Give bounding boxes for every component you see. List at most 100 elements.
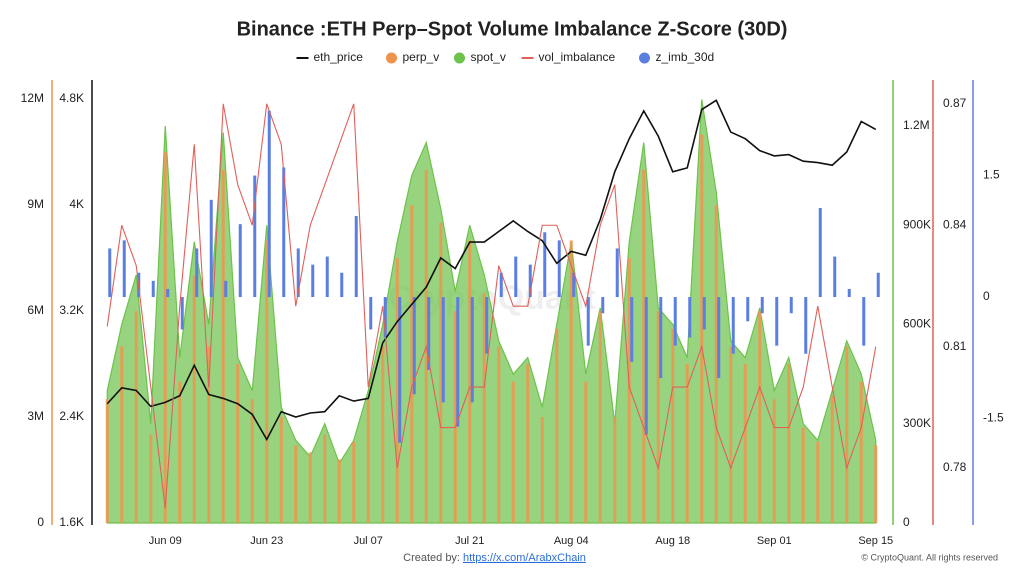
- footer-link[interactable]: https://x.com/ArabxChain: [463, 552, 586, 564]
- x-tick-label: Sep 01: [757, 535, 792, 547]
- bar: [149, 434, 153, 523]
- y-tick-label: 0: [903, 515, 910, 529]
- bar: [584, 381, 588, 523]
- bar: [818, 207, 822, 298]
- y-tick-label: 0.78: [943, 460, 967, 474]
- y-tick-label: 4.8K: [59, 91, 84, 105]
- bar: [613, 417, 617, 523]
- bar: [410, 205, 414, 523]
- bar: [265, 240, 269, 523]
- bar: [482, 293, 486, 523]
- legend-label: spot_v: [471, 50, 506, 64]
- bar: [804, 297, 808, 354]
- bar: [178, 381, 182, 523]
- bar: [598, 311, 602, 523]
- bar: [323, 434, 327, 523]
- bar: [311, 264, 315, 298]
- chart-title: Binance :ETH Perp–Spot Volume Imbalance …: [237, 18, 788, 40]
- footer-created: Created by:: [403, 552, 460, 564]
- bar: [876, 272, 880, 298]
- bar: [627, 258, 631, 523]
- bar: [557, 240, 561, 298]
- bar: [685, 364, 689, 523]
- bar: [789, 297, 793, 314]
- bar: [120, 346, 124, 523]
- bar: [238, 224, 242, 298]
- bar: [122, 240, 126, 298]
- legend-swatch: [454, 52, 465, 64]
- bar: [207, 346, 211, 523]
- y-tick-label: 300K: [903, 416, 931, 430]
- bar: [656, 311, 660, 523]
- bar: [787, 364, 791, 523]
- x-tick-label: Jun 23: [250, 535, 283, 547]
- bar: [166, 288, 170, 298]
- bar: [439, 222, 443, 523]
- y-tick-label: 4K: [69, 197, 84, 211]
- bar: [395, 258, 399, 523]
- bar: [526, 364, 530, 523]
- y-tick-label: 0.84: [943, 217, 967, 231]
- legend-swatch: [386, 52, 397, 64]
- bar: [340, 272, 344, 298]
- bar: [352, 441, 356, 523]
- bar: [366, 399, 370, 523]
- bar: [308, 452, 312, 523]
- y-tick-label: 1.2M: [903, 118, 930, 132]
- bar: [555, 328, 559, 523]
- bar: [700, 134, 704, 523]
- bar: [760, 297, 764, 314]
- bar: [453, 311, 457, 523]
- bar: [642, 169, 646, 523]
- line: [106, 103, 877, 509]
- x-tick-label: Jul 07: [354, 535, 383, 547]
- bar: [180, 297, 184, 330]
- x-tick-label: Aug 04: [554, 535, 589, 547]
- bar: [845, 346, 849, 523]
- bar: [816, 441, 820, 523]
- y-tick-label: 900K: [903, 217, 931, 231]
- bar: [294, 445, 298, 523]
- bar: [441, 297, 445, 403]
- y-tick-label: 3.2K: [59, 303, 84, 317]
- footer-copyright: © CryptoQuant. All rights reserved: [861, 552, 998, 562]
- line: [106, 99, 877, 442]
- bar: [569, 240, 573, 523]
- bar: [412, 297, 416, 395]
- x-tick-label: Aug 18: [655, 535, 690, 547]
- bar: [528, 264, 532, 298]
- bar: [874, 445, 878, 523]
- bar: [195, 248, 199, 298]
- bar: [369, 297, 373, 330]
- y-tick-label: 9M: [27, 197, 44, 211]
- bar: [221, 169, 225, 523]
- bar: [601, 297, 605, 314]
- bar: [427, 297, 431, 370]
- bar: [279, 417, 283, 523]
- bar: [381, 346, 385, 523]
- bar: [673, 297, 677, 346]
- bar: [398, 297, 402, 443]
- bar: [572, 272, 576, 298]
- bar: [250, 399, 254, 523]
- y-tick-label: 12M: [21, 91, 44, 105]
- bar: [758, 311, 762, 523]
- bar: [470, 297, 474, 403]
- bar: [282, 167, 286, 298]
- bar: [108, 248, 112, 298]
- bar: [163, 152, 167, 523]
- bar: [224, 280, 228, 298]
- bar: [325, 256, 329, 298]
- y-tick-label: 2.4K: [59, 409, 84, 423]
- y-tick-label: -1.5: [983, 411, 1004, 425]
- y-tick-label: 1.5: [983, 168, 1000, 182]
- bar: [862, 297, 866, 346]
- bar: [151, 280, 155, 298]
- y-tick-label: 0.87: [943, 96, 967, 110]
- bar: [833, 256, 837, 298]
- bar: [717, 297, 721, 379]
- bar: [468, 240, 472, 523]
- bar: [714, 205, 718, 523]
- bar: [543, 232, 547, 298]
